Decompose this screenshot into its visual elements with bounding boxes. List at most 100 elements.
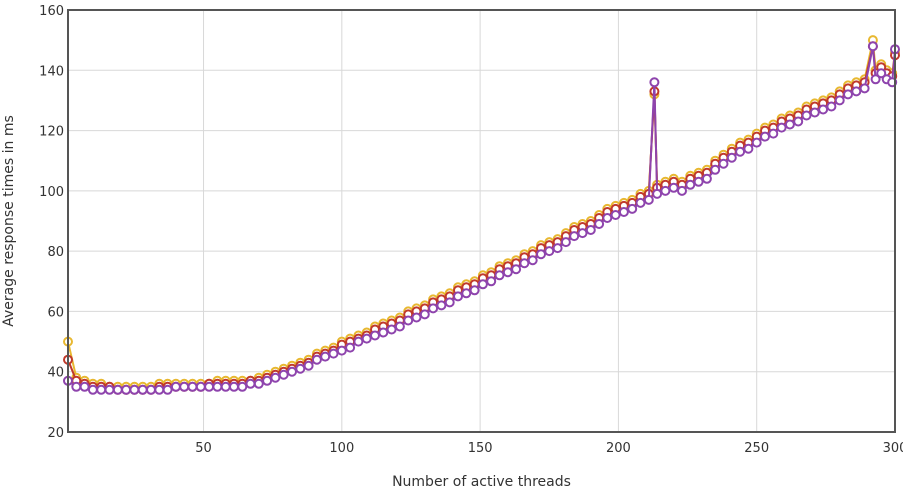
data-point[interactable]	[760, 131, 770, 142]
data-point[interactable]	[602, 213, 613, 223]
data-point[interactable]	[668, 182, 679, 193]
data-point[interactable]	[560, 237, 571, 248]
data-point[interactable]	[204, 381, 215, 392]
data-point[interactable]	[453, 291, 463, 302]
data-point[interactable]	[345, 342, 356, 353]
data-point[interactable]	[444, 297, 455, 308]
data-point[interactable]	[527, 255, 538, 266]
data-point[interactable]	[245, 378, 256, 389]
data-point[interactable]	[851, 86, 862, 97]
data-point[interactable]	[502, 267, 513, 278]
data-point[interactable]	[154, 384, 165, 395]
data-point[interactable]	[229, 381, 239, 392]
data-point[interactable]	[121, 384, 132, 395]
data-point[interactable]	[104, 384, 115, 395]
data-point[interactable]	[768, 128, 779, 139]
data-point[interactable]	[627, 203, 638, 214]
data-point[interactable]	[96, 384, 107, 395]
data-point[interactable]	[569, 231, 580, 242]
data-point[interactable]	[287, 366, 297, 377]
data-point[interactable]	[378, 327, 389, 338]
data-point[interactable]	[336, 345, 347, 356]
data-point[interactable]	[635, 197, 646, 208]
data-point[interactable]	[411, 312, 422, 323]
data-point[interactable]	[436, 300, 447, 311]
data-point[interactable]	[693, 176, 704, 187]
data-point[interactable]	[793, 116, 804, 127]
data-point[interactable]	[801, 110, 812, 121]
data-point[interactable]	[212, 381, 223, 392]
data-point[interactable]	[328, 348, 339, 359]
data-point[interactable]	[253, 378, 264, 389]
data-point[interactable]	[867, 41, 878, 52]
data-point[interactable]	[195, 381, 206, 392]
data-point[interactable]	[461, 288, 472, 299]
data-point[interactable]	[303, 360, 314, 371]
data-point[interactable]	[187, 381, 198, 392]
data-point[interactable]	[594, 219, 605, 229]
data-point[interactable]	[79, 381, 90, 392]
data-point[interactable]	[776, 122, 787, 133]
data-point[interactable]	[237, 381, 248, 392]
data-point[interactable]	[295, 363, 306, 374]
data-point[interactable]	[361, 333, 372, 344]
data-point[interactable]	[170, 381, 181, 392]
data-point[interactable]	[552, 243, 563, 254]
data-point[interactable]	[859, 83, 870, 94]
data-point[interactable]	[735, 146, 746, 157]
data-point[interactable]	[685, 179, 696, 190]
data-point[interactable]	[469, 285, 480, 296]
data-point[interactable]	[784, 119, 795, 130]
data-point[interactable]	[660, 185, 671, 196]
data-point[interactable]	[162, 384, 173, 395]
data-point[interactable]	[718, 158, 729, 169]
data-point[interactable]	[486, 276, 497, 287]
data-point[interactable]	[270, 372, 281, 383]
data-point[interactable]	[834, 95, 845, 106]
data-point[interactable]	[403, 315, 414, 326]
data-point[interactable]	[220, 381, 231, 392]
data-point[interactable]	[278, 369, 289, 380]
data-point[interactable]	[394, 321, 405, 332]
data-point[interactable]	[419, 309, 430, 320]
data-point[interactable]	[311, 354, 322, 365]
data-point[interactable]	[652, 188, 663, 199]
data-point[interactable]	[876, 68, 887, 79]
data-point[interactable]	[610, 210, 621, 220]
data-point[interactable]	[494, 270, 505, 281]
data-point[interactable]	[137, 384, 148, 395]
data-point[interactable]	[353, 336, 364, 347]
data-point[interactable]	[751, 137, 762, 148]
data-point[interactable]	[818, 104, 829, 115]
data-point[interactable]	[519, 258, 530, 269]
data-point[interactable]	[428, 303, 439, 314]
data-point[interactable]	[179, 381, 190, 392]
data-point[interactable]	[677, 185, 687, 196]
data-point[interactable]	[129, 384, 140, 395]
data-point[interactable]	[743, 143, 754, 154]
data-point[interactable]	[112, 384, 123, 395]
data-point[interactable]	[826, 101, 837, 112]
data-point[interactable]	[320, 351, 331, 362]
data-point[interactable]	[87, 384, 98, 395]
data-point[interactable]	[585, 225, 596, 235]
data-point[interactable]	[536, 249, 546, 260]
data-point[interactable]	[843, 89, 853, 100]
data-point[interactable]	[710, 164, 721, 175]
data-point[interactable]	[511, 264, 522, 275]
data-point[interactable]	[643, 194, 654, 205]
data-point[interactable]	[726, 152, 737, 163]
data-point[interactable]	[477, 279, 488, 290]
data-point[interactable]	[870, 74, 881, 85]
data-point[interactable]	[577, 228, 588, 239]
data-point[interactable]	[701, 173, 712, 184]
data-point[interactable]	[809, 107, 820, 118]
data-point[interactable]	[544, 246, 555, 257]
data-point[interactable]	[146, 384, 156, 395]
data-point[interactable]	[649, 77, 660, 88]
data-point[interactable]	[370, 330, 380, 341]
data-point[interactable]	[262, 375, 273, 386]
data-point[interactable]	[71, 381, 82, 392]
data-point[interactable]	[618, 207, 629, 217]
data-point[interactable]	[386, 324, 397, 335]
